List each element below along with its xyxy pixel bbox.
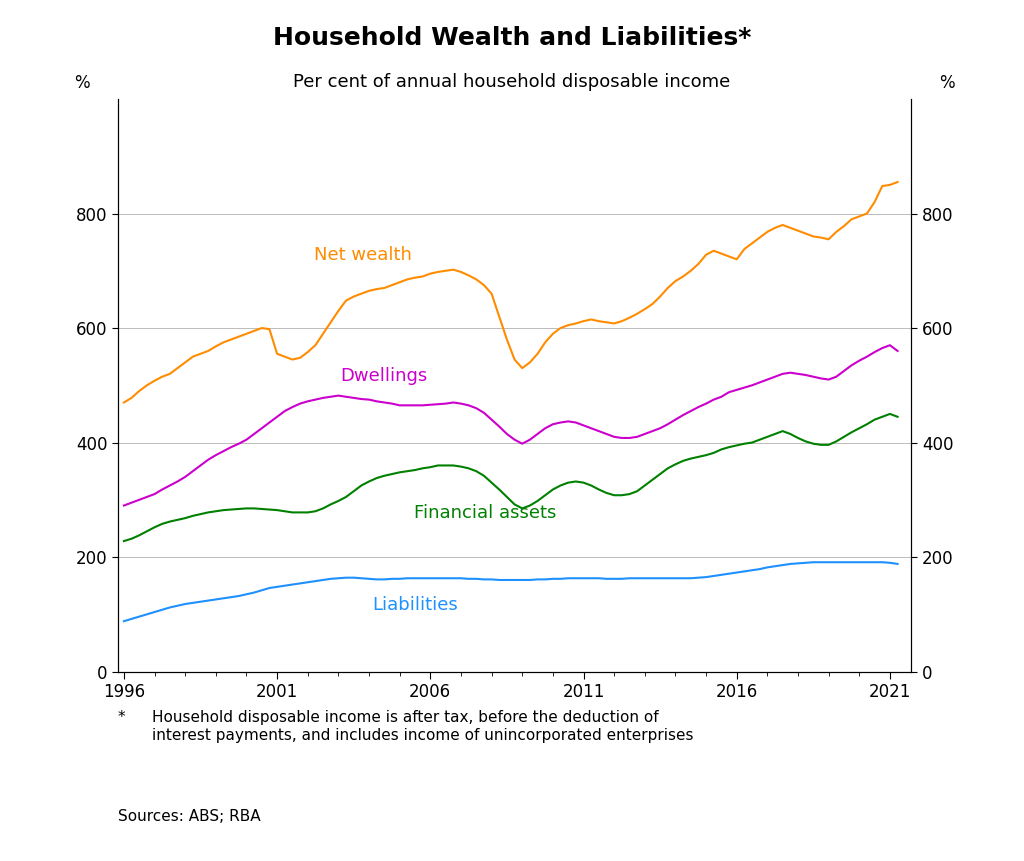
Text: Household Wealth and Liabilities*: Household Wealth and Liabilities* [272,26,752,50]
Text: Household disposable income is after tax, before the deduction of
interest payme: Household disposable income is after tax… [152,710,693,743]
Text: Net wealth: Net wealth [314,246,412,264]
Text: Sources: ABS; RBA: Sources: ABS; RBA [118,809,260,824]
Text: Liabilities: Liabilities [372,596,458,614]
Text: %: % [939,74,955,92]
Text: %: % [74,74,90,92]
Text: Per cent of annual household disposable income: Per cent of annual household disposable … [293,73,731,91]
Text: *: * [118,710,125,725]
Text: Financial assets: Financial assets [415,505,557,522]
Text: Dwellings: Dwellings [341,367,428,385]
